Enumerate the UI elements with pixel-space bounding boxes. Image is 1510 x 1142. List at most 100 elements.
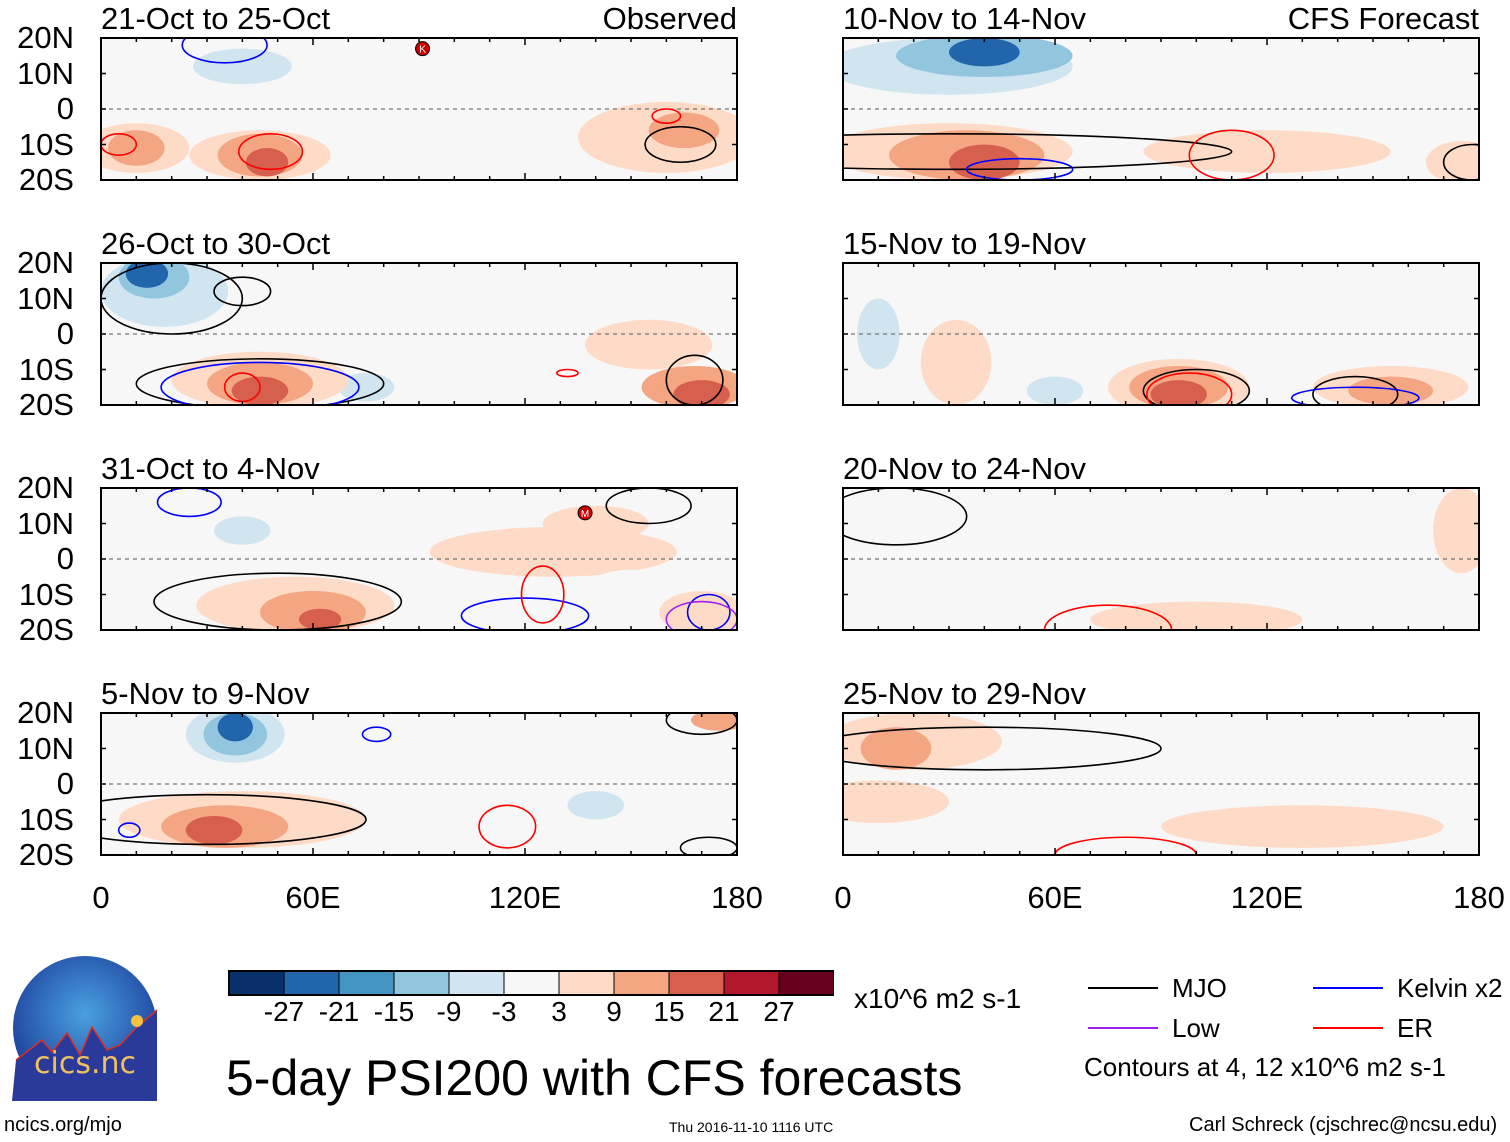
anomaly-region	[1026, 376, 1084, 405]
contour-line	[101, 263, 244, 335]
anomaly-region	[567, 791, 624, 820]
anomaly-region	[673, 380, 730, 405]
lat-tick-label: 10N	[17, 280, 74, 316]
figure-title: 5-day PSI200 with CFS forecasts	[226, 1050, 963, 1106]
lat-tick-label: 10S	[18, 801, 74, 837]
lat-tick-label: 0	[56, 766, 74, 801]
map-panel	[100, 712, 738, 856]
cics-logo: cics.nc	[12, 956, 158, 1101]
legend-label: MJO	[1172, 973, 1227, 1003]
storm-label: M	[581, 509, 589, 520]
colorbar-tick-label: 3	[551, 996, 567, 1027]
anomaly-region	[949, 144, 1020, 180]
contour-line	[651, 108, 682, 124]
contour-line	[101, 133, 138, 156]
colorbar-tick-label: -15	[373, 996, 415, 1027]
anomaly-region	[125, 263, 169, 288]
anomaly-region	[1143, 130, 1391, 173]
anomaly-region	[659, 590, 737, 630]
colorbar	[228, 970, 834, 996]
colorbar-swatch	[338, 970, 395, 996]
lon-tick-label: 120E	[488, 880, 562, 915]
map-panel	[100, 262, 738, 406]
contour-line	[843, 488, 968, 546]
footer-author: Carl Schreck (cjschrec@ncsu.edu)	[1189, 1114, 1498, 1136]
colorbar-swatch	[283, 970, 340, 996]
contour-line	[665, 600, 737, 630]
lon-tick-label: 0	[834, 880, 852, 915]
anomaly-region	[949, 38, 1020, 67]
anomaly-region	[843, 780, 949, 824]
anomaly-region	[185, 815, 243, 845]
panel-title: 26-Oct to 30-Oct	[101, 226, 331, 261]
anomaly-region	[542, 505, 649, 542]
logo-text: cics.nc	[34, 1046, 136, 1081]
anomaly-region	[401, 137, 508, 180]
lat-tick-label: 20N	[17, 470, 74, 505]
contour-line	[605, 488, 692, 525]
footer-timestamp: Thu 2016-11-10 1116 UTC	[669, 1119, 834, 1135]
anomaly-region	[1426, 140, 1479, 180]
anomaly-region	[1150, 380, 1207, 405]
contour-line	[101, 793, 367, 846]
contour-line	[644, 125, 717, 164]
colorbar-tick-label: -9	[436, 996, 462, 1027]
anomaly-region	[214, 516, 271, 545]
lon-tick-label: 120E	[1230, 880, 1304, 915]
contour-line	[213, 276, 272, 307]
lat-tick-label: 10N	[17, 505, 74, 541]
panel-title: 31-Oct to 4-Nov	[101, 451, 320, 486]
contour-line	[460, 597, 590, 630]
legend-label: ER	[1397, 1013, 1434, 1043]
map-panel: K	[100, 37, 738, 181]
legend-line	[1088, 987, 1158, 989]
colorbar-tick-label: -21	[318, 996, 360, 1027]
lon-tick-label: 180	[1453, 880, 1505, 915]
storm-label: K	[419, 45, 426, 56]
lat-tick-label: 20S	[18, 612, 74, 647]
contour-line	[843, 726, 1162, 771]
lat-tick-label: 10S	[18, 126, 74, 162]
colorbar-tick-label: 9	[606, 996, 622, 1027]
contour-line	[238, 133, 304, 171]
panel-title: 5-Nov to 9-Nov	[101, 676, 310, 711]
lat-tick-label: 20S	[18, 387, 74, 422]
map-panel: M	[100, 487, 738, 631]
contour-line	[843, 133, 1233, 171]
anomaly-region	[298, 608, 342, 630]
column-label: Observed	[602, 1, 737, 36]
colorbar-swatch	[778, 970, 834, 996]
lat-tick-label: 10S	[18, 576, 74, 612]
contour-line	[1043, 604, 1173, 630]
anomaly-region	[920, 319, 992, 405]
lat-tick-label: 10N	[17, 730, 74, 766]
lat-tick-label: 20N	[17, 20, 74, 55]
contour-line	[1188, 129, 1275, 180]
colorbar-swatch	[503, 970, 560, 996]
contour-line	[135, 358, 385, 405]
panel-title: 20-Nov to 24-Nov	[843, 451, 1086, 486]
panel-title: 15-Nov to 19-Nov	[843, 226, 1086, 261]
colorbar-tick-label: -27	[263, 996, 305, 1027]
contour-note: Contours at 4, 12 x10^6 m2 s-1	[1084, 1052, 1446, 1082]
lon-tick-label: 180	[711, 880, 763, 915]
map-panel	[842, 487, 1480, 631]
map-panel	[842, 712, 1480, 856]
contour-line	[686, 593, 731, 630]
contour-line	[1054, 836, 1198, 855]
colorbar-swatch	[393, 970, 450, 996]
contour-line	[1312, 375, 1399, 405]
anomaly-region	[454, 52, 667, 109]
footer-url[interactable]: ncics.org/mjo	[4, 1114, 122, 1136]
column-label: CFS Forecast	[1287, 1, 1479, 36]
lon-tick-label: 0	[92, 880, 110, 915]
anomaly-region	[1433, 488, 1479, 574]
storm-marker	[577, 505, 593, 521]
anomaly-region	[648, 112, 720, 149]
lat-tick-label: 20N	[17, 245, 74, 280]
anomaly-region	[217, 713, 253, 742]
anomaly-region	[1161, 805, 1444, 848]
lat-tick-label: 20N	[17, 695, 74, 730]
panel-title: 25-Nov to 29-Nov	[843, 676, 1086, 711]
anomaly-region	[860, 727, 932, 770]
